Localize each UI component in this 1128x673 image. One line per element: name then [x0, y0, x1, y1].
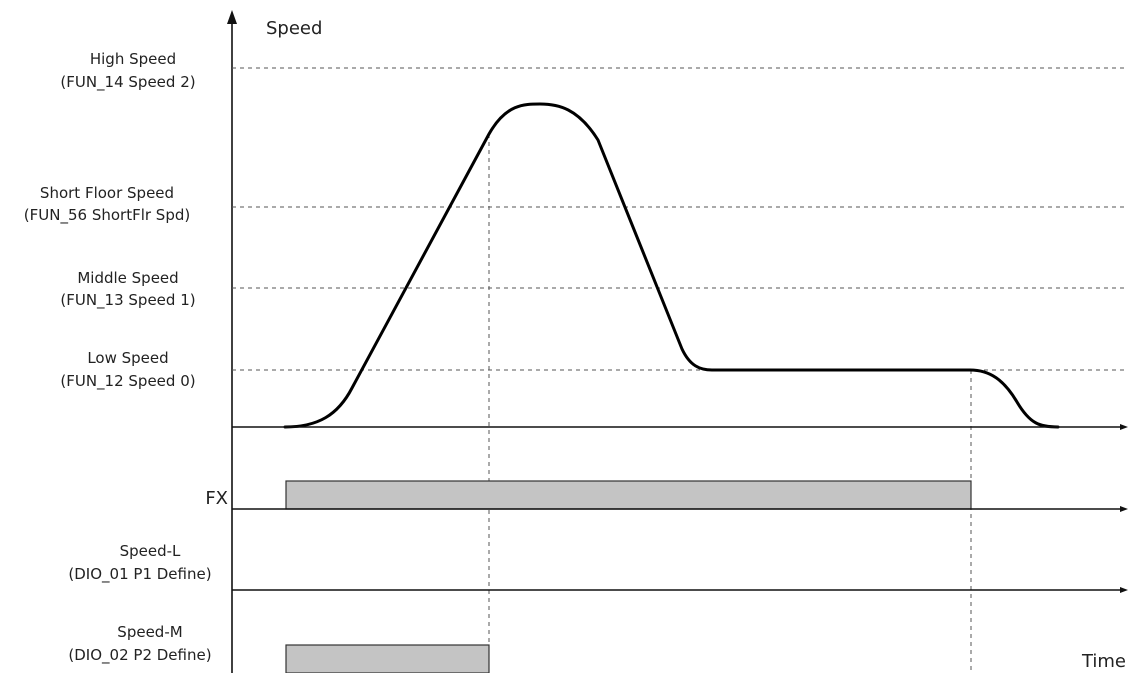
speed-m-signal-param: (DIO_02 P2 Define) — [68, 646, 211, 665]
speed-profile-curve — [283, 102, 1060, 429]
speed-m-signal-label: Speed-M — [117, 623, 182, 641]
fx-axis-arrow-icon — [1120, 506, 1128, 512]
high-speed-label: High Speed — [90, 50, 176, 68]
short-floor-speed-param: (FUN_56 ShortFlr Spd) — [24, 206, 190, 225]
x-axis-label: Time — [1081, 651, 1126, 672]
high-speed-param: (FUN_14 Speed 2) — [60, 73, 195, 92]
low-speed-label: Low Speed — [87, 349, 168, 367]
speed-l-axis-arrow-icon — [1120, 587, 1128, 593]
low-speed-param: (FUN_12 Speed 0) — [60, 372, 195, 391]
fx-signal-label: FX — [205, 488, 228, 509]
speed-l-signal-label: Speed-L — [120, 542, 181, 560]
middle-speed-param: (FUN_13 Speed 1) — [60, 291, 195, 310]
speed-m-signal-pulse — [285, 644, 490, 673]
speed-time-axis-arrow-icon — [1120, 424, 1128, 430]
speed-l-signal-param: (DIO_01 P1 Define) — [68, 565, 211, 584]
fx-signal-pulse — [285, 480, 972, 510]
middle-speed-label: Middle Speed — [77, 269, 178, 287]
y-axis-arrow-icon — [227, 10, 237, 24]
short-floor-speed-label: Short Floor Speed — [40, 184, 174, 202]
y-axis-label: Speed — [266, 18, 322, 39]
